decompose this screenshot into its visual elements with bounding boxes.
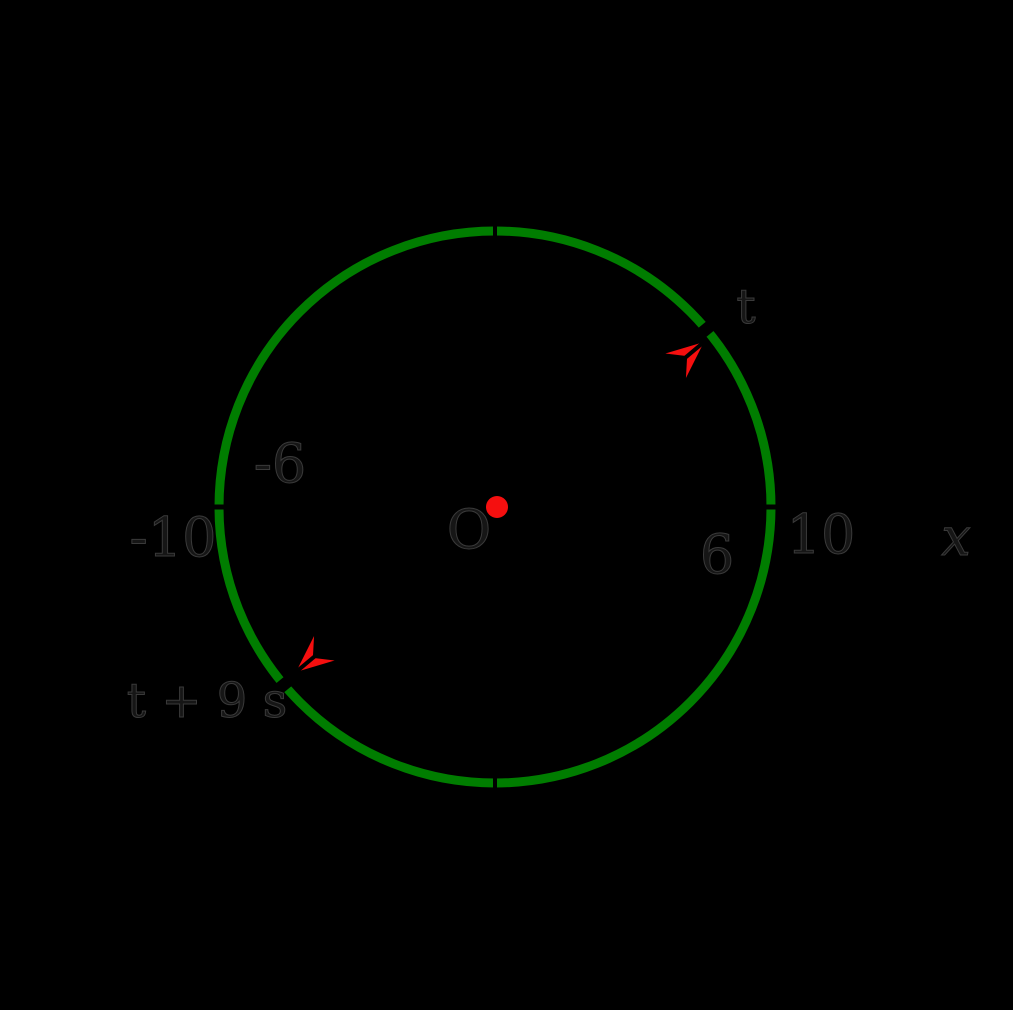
origin-label: O (447, 498, 491, 561)
arrow-to-point-t9s (293, 635, 335, 675)
arrow-to-point-t (665, 339, 707, 379)
x-axis-label: x (941, 508, 970, 568)
center-dot (486, 496, 508, 518)
point-t9s-tick (265, 668, 302, 702)
tick-label-neg6: -6 (254, 432, 307, 495)
point-t-label: t (736, 279, 755, 335)
arrow-t9s-notch (293, 643, 330, 675)
tick-label-pos6: 6 (700, 523, 734, 586)
tick-label-pos10: 10 (787, 503, 856, 566)
arrow-t-notch (670, 339, 707, 371)
point-t9s-label: t + 9 s (127, 673, 287, 729)
point-t-tick (688, 312, 725, 346)
tick-label-neg10: -10 (130, 506, 217, 569)
